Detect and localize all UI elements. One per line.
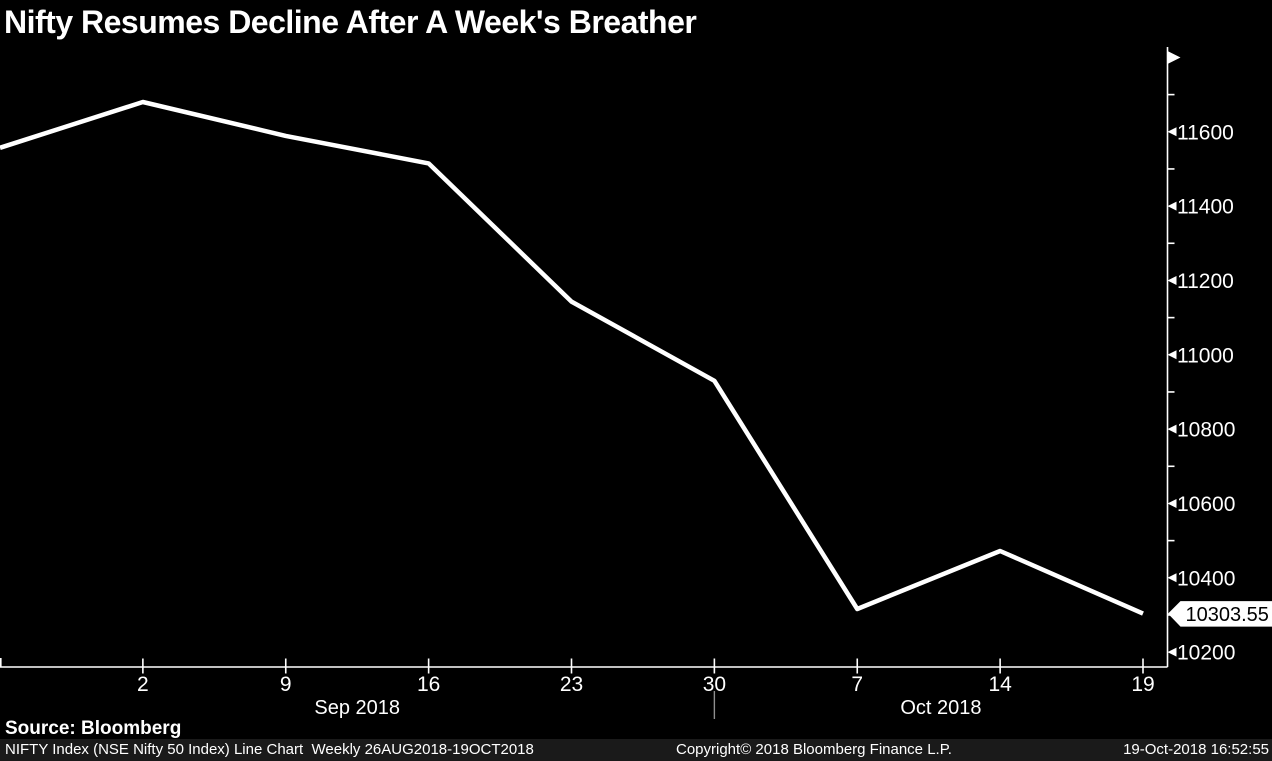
y-major-tick	[1167, 201, 1177, 211]
y-major-tick	[1167, 275, 1177, 285]
x-tick-label: 19	[1131, 673, 1154, 696]
y-major-tick	[1167, 127, 1177, 137]
x-tick-label: 7	[851, 673, 863, 696]
footer-timestamp: 19-Oct-2018 16:52:55	[1123, 741, 1269, 758]
y-axis-top-arrow-icon	[1167, 51, 1181, 64]
footer-copyright: Copyright© 2018 Bloomberg Finance L.P.	[676, 741, 952, 758]
last-price-label: 10303.55	[1186, 604, 1269, 626]
y-major-tick	[1167, 498, 1177, 508]
y-major-tick	[1167, 424, 1177, 434]
y-tick-label: 10800	[1177, 419, 1235, 442]
y-major-tick	[1167, 350, 1177, 360]
page-title: Nifty Resumes Decline After A Week's Bre…	[4, 4, 697, 40]
x-tick-label: 16	[417, 673, 440, 696]
y-major-tick	[1167, 573, 1177, 583]
y-tick-label: 11200	[1177, 270, 1234, 293]
x-tick-label: 2	[137, 673, 149, 696]
y-major-tick	[1167, 647, 1177, 657]
y-tick-label: 10600	[1177, 493, 1235, 516]
month-label: Oct 2018	[900, 697, 981, 719]
y-tick-label: 11000	[1177, 344, 1234, 367]
x-tick-label: 30	[703, 673, 726, 696]
source-label: Source: Bloomberg	[5, 718, 182, 739]
price-line	[0, 99, 1144, 616]
footer-bar: NIFTY Index (NSE Nifty 50 Index) Line Ch…	[0, 739, 1272, 761]
x-tick-label: 23	[560, 673, 583, 696]
x-tick-label: 9	[280, 673, 292, 696]
y-tick-label: 11600	[1177, 121, 1234, 144]
y-tick-label: 10200	[1177, 642, 1235, 665]
last-price-badge	[1168, 601, 1272, 627]
x-tick-label: 14	[988, 673, 1012, 696]
y-tick-label: 10400	[1177, 567, 1235, 590]
y-tick-label: 11400	[1177, 196, 1234, 219]
footer-chart-description: NIFTY Index (NSE Nifty 50 Index) Line Ch…	[5, 741, 534, 758]
month-label: Sep 2018	[314, 697, 400, 719]
